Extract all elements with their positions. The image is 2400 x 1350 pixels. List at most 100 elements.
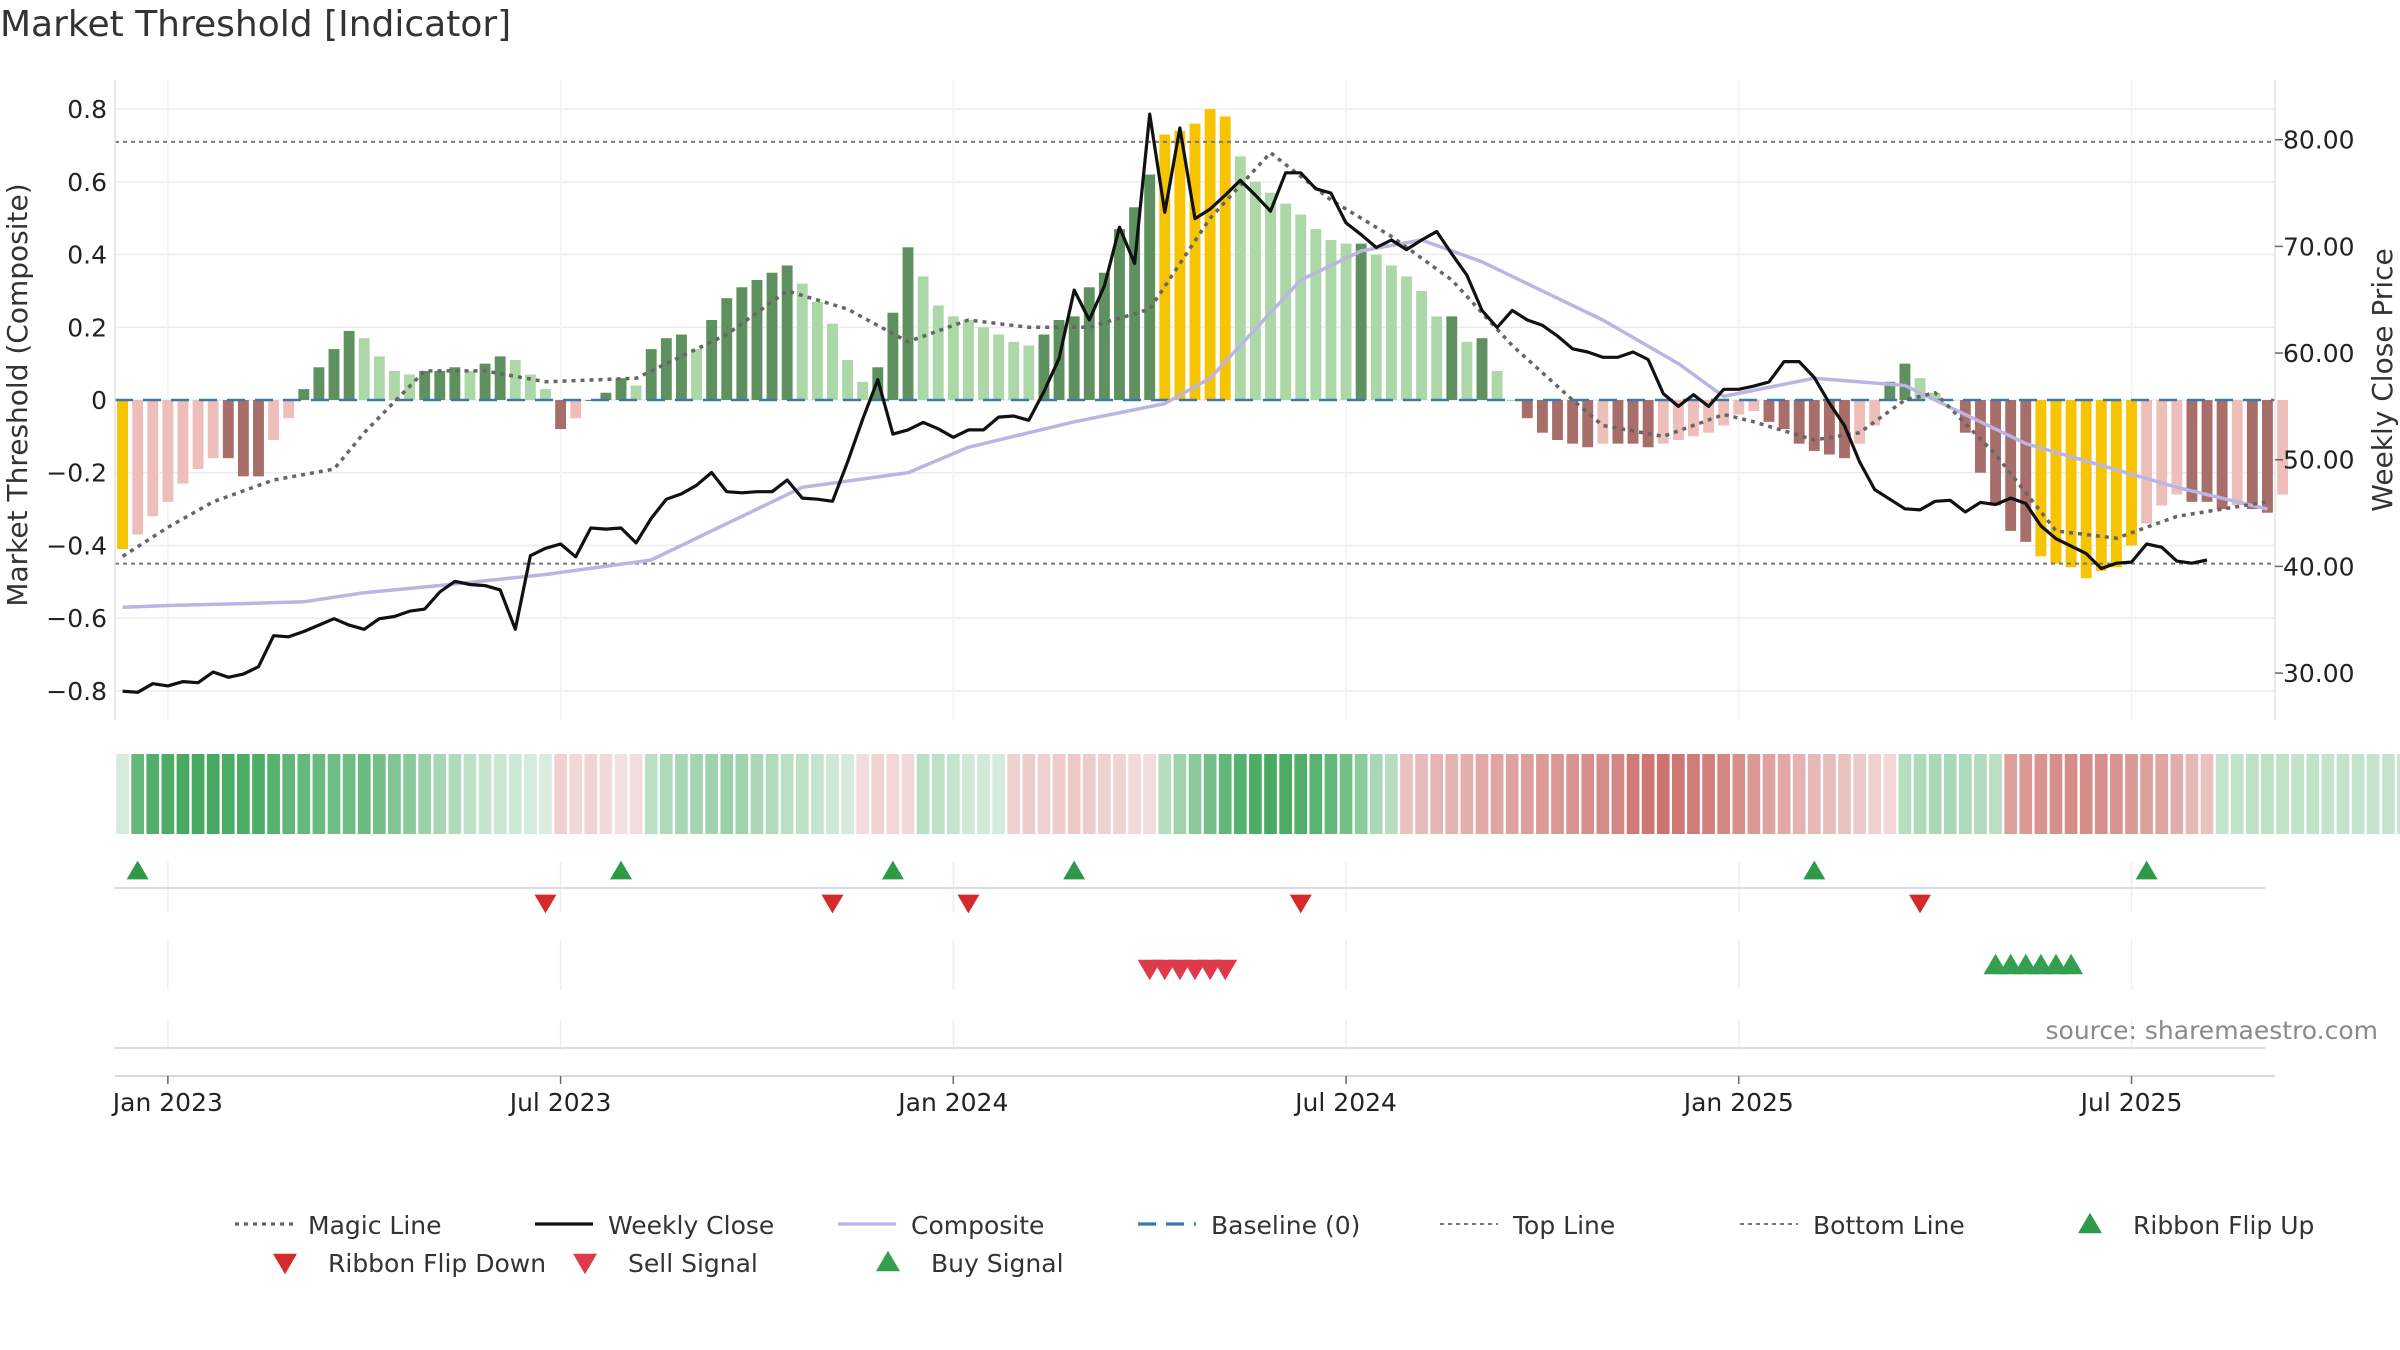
composite-bar — [1355, 243, 1367, 400]
ribbon-cell — [886, 754, 900, 834]
ribbon-cell — [826, 754, 839, 834]
ribbon-cell — [1626, 754, 1640, 834]
ribbon-cell — [1717, 754, 1731, 834]
composite-bar — [132, 400, 144, 535]
composite-bar — [162, 400, 174, 502]
legend-item: Sell Signal — [573, 1249, 758, 1278]
ribbon-cell — [1505, 754, 1519, 834]
ribbon-cell — [1445, 754, 1459, 834]
ribbon-cell — [176, 754, 190, 834]
composite-bar — [540, 389, 551, 400]
ribbon-cell — [584, 754, 598, 834]
ribbon-cell — [1022, 754, 1036, 834]
right-tick-label: 40.00 — [2283, 552, 2355, 581]
composite-bar — [192, 400, 204, 470]
composite-bar — [2020, 400, 2032, 542]
ribbon-cell — [856, 754, 870, 834]
ribbon-flip-up-marker — [1803, 860, 1826, 880]
ribbon-cell — [2064, 754, 2078, 834]
composite-bar — [570, 400, 582, 419]
composite-bar — [993, 334, 1005, 400]
ribbon-cell — [1747, 754, 1761, 834]
ribbon-cell — [131, 754, 145, 834]
ribbon-cell — [1249, 754, 1262, 834]
ribbon-cell — [1989, 754, 2002, 834]
ribbon-cell — [2140, 754, 2153, 834]
composite-bar — [2156, 400, 2168, 506]
ribbon-cell — [2170, 754, 2184, 834]
composite-bar — [766, 272, 778, 400]
ribbon-flip-up-marker — [2135, 860, 2158, 880]
sell-signal-marker — [1183, 959, 1207, 981]
ribbon-flip-down-marker — [1909, 894, 1932, 914]
ribbon-cell — [463, 754, 477, 834]
ribbon-flip-up-marker — [1063, 860, 1086, 880]
ribbon-cell — [675, 754, 688, 834]
ribbon-cell — [539, 754, 552, 834]
ribbon-cell — [1762, 754, 1776, 834]
ribbon-cell — [1354, 754, 1368, 834]
legend-label: Composite — [911, 1211, 1044, 1240]
composite-bar — [1385, 265, 1397, 400]
ribbon-cell — [569, 754, 583, 834]
composite-bar — [857, 381, 869, 400]
composite-bar — [842, 360, 854, 400]
composite-bar — [1325, 240, 1337, 400]
ribbon-cell — [750, 754, 764, 834]
ribbon-cell — [1611, 754, 1625, 834]
composite-bar — [2246, 400, 2258, 510]
ribbon-cell — [2034, 754, 2048, 834]
ribbon-cell — [2110, 754, 2123, 834]
composite-bar — [1990, 400, 2001, 506]
composite-bar — [1098, 272, 1110, 400]
ribbon-cell — [1098, 754, 1111, 834]
ribbon-cell — [372, 754, 386, 834]
composite-bar — [615, 378, 627, 400]
ribbon-cell — [614, 754, 628, 834]
legend-label: Buy Signal — [931, 1249, 1064, 1278]
composite-bar — [494, 356, 506, 400]
composite-bar — [1823, 400, 1835, 455]
ribbon-cell — [1581, 754, 1595, 834]
composite-bar — [902, 247, 914, 400]
buy-signal-marker — [2013, 953, 2038, 975]
ribbon-cell — [2215, 754, 2229, 834]
ribbon-cell — [1279, 754, 1292, 834]
legend-swatch — [573, 1253, 597, 1275]
legend-item: Ribbon Flip Up — [2078, 1211, 2314, 1240]
composite-bar — [449, 367, 461, 400]
composite-bar — [1914, 378, 1926, 400]
left-tick-label: −0.6 — [46, 604, 107, 633]
ribbon-cell — [2276, 754, 2289, 834]
legend-label: Bottom Line — [1813, 1211, 1965, 1240]
buy-signal-marker — [1983, 953, 2008, 975]
ribbon-cell — [1536, 754, 1549, 834]
composite-bar — [2171, 400, 2183, 495]
composite-bar — [2231, 400, 2243, 506]
ribbon-cell — [1143, 754, 1157, 834]
ribbon-cell — [524, 754, 537, 834]
ribbon-cell — [599, 754, 613, 834]
composite-bar — [2065, 400, 2077, 568]
composite-bar — [2095, 400, 2107, 571]
left-tick-label: 0.4 — [67, 241, 107, 270]
composite-bar — [1295, 214, 1307, 400]
ribbon-cell — [1928, 754, 1942, 834]
composite-bar — [1189, 123, 1201, 401]
composite-bar — [389, 370, 400, 400]
composite-bar — [1249, 181, 1261, 400]
ribbon-cell — [448, 754, 462, 834]
composite-bar — [1763, 400, 1775, 422]
composite-bar — [811, 301, 823, 400]
buy-signal-marker — [2028, 953, 2053, 975]
composite-bar — [177, 400, 189, 484]
x-tick-label: Jul 2024 — [1293, 1088, 1397, 1117]
sell-signal-marker — [1137, 959, 1162, 981]
composite-bar — [1401, 276, 1412, 400]
composite-bar — [645, 349, 657, 400]
ribbon-cell — [433, 754, 447, 834]
composite-bar — [207, 400, 219, 459]
legend-item: Ribbon Flip Down — [273, 1249, 546, 1278]
ribbon-cell — [871, 754, 885, 834]
composite-bar — [419, 370, 431, 400]
